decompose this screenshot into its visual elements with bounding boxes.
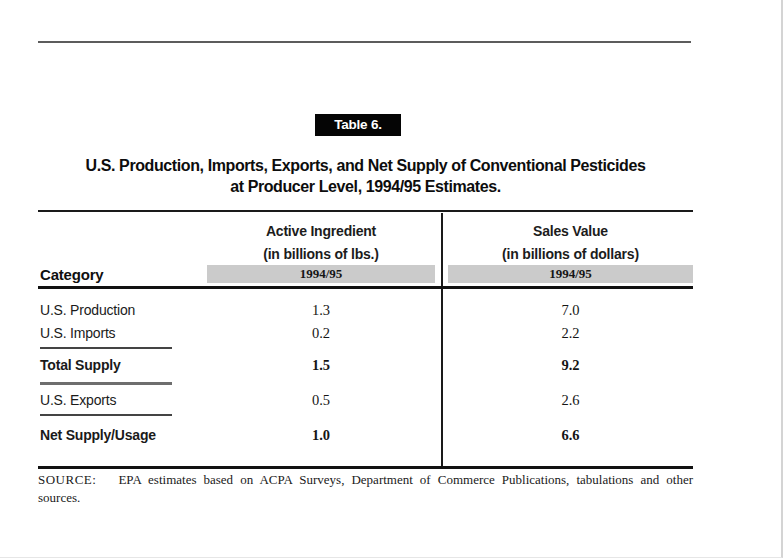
header-bottom-rule [38,286,693,289]
category-underline [40,414,172,416]
source-note: SOURCE:EPA estimates based on ACPA Surve… [38,471,693,506]
period-label: 1994/95 [549,266,592,281]
source-text: EPA estimates based on ACPA Surveys, Dep… [38,472,693,505]
column-group-subtitle: (in billions of lbs.) [207,243,435,266]
table-bottom-rule [38,466,693,469]
table-title-line-2: at Producer Level, 1994/95 Estimates. [38,176,693,197]
page-top-rule [38,41,691,43]
source-label: SOURCE: [38,471,96,489]
period-label: 1994/95 [300,266,343,281]
table-row-label: U.S. Exports [40,391,116,409]
column-divider-line [441,213,443,468]
table-cell-sales-value: 6.6 [448,426,693,444]
table-cell-active-ingredient: 1.5 [207,356,435,374]
table-title-line-1: U.S. Production, Imports, Exports, and N… [38,155,693,176]
category-underline [40,382,172,385]
period-shade-bar-sales-value: 1994/95 [448,265,693,283]
table-cell-sales-value: 9.2 [448,356,693,374]
table-row-label: U.S. Production [40,301,135,319]
category-column-header: Category [40,266,103,283]
table-number-label: Table 6. [334,117,382,132]
column-group-active-ingredient: Active Ingredient (in billions of lbs.) [207,220,435,266]
table-cell-active-ingredient: 1.3 [207,301,435,319]
period-shade-bar-active-ingredient: 1994/95 [207,265,435,283]
table-row-label: Net Supply/Usage [40,426,156,444]
category-underline [40,347,172,349]
table-cell-sales-value: 2.2 [448,324,693,342]
table-cell-sales-value: 2.6 [448,391,693,409]
table-row-label: Total Supply [40,356,121,374]
table-top-rule [38,210,693,212]
table-title: U.S. Production, Imports, Exports, and N… [38,155,693,197]
column-group-title: Sales Value [448,220,693,243]
table-cell-sales-value: 7.0 [448,301,693,319]
document-page: Table 6. U.S. Production, Imports, Expor… [0,0,783,558]
table-cell-active-ingredient: 0.2 [207,324,435,342]
column-group-subtitle: (in billions of dollars) [448,243,693,266]
table-cell-active-ingredient: 0.5 [207,391,435,409]
table-cell-active-ingredient: 1.0 [207,426,435,444]
table-number-tag: Table 6. [315,114,401,136]
column-group-sales-value: Sales Value (in billions of dollars) [448,220,693,266]
table-row-label: U.S. Imports [40,324,115,342]
column-group-title: Active Ingredient [207,220,435,243]
